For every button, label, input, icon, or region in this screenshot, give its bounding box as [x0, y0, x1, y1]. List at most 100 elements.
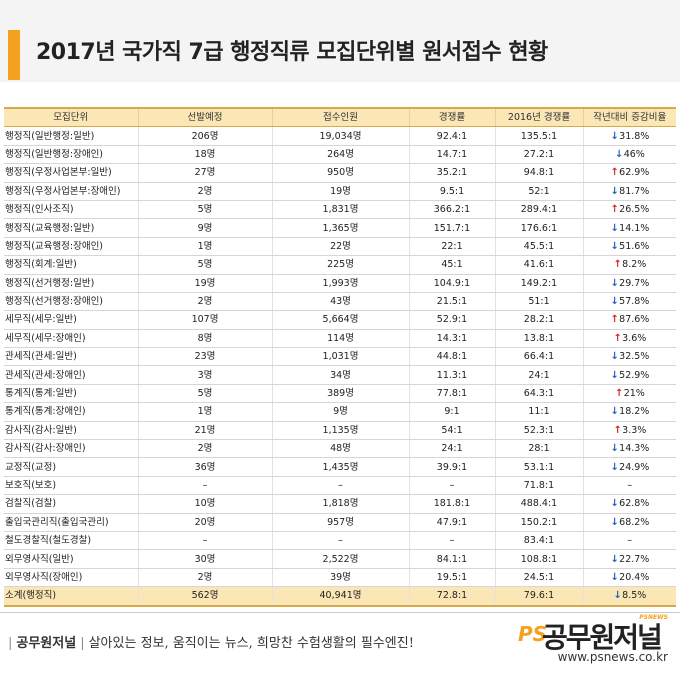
footer-slogan-line: | 공무원저널 | 살아있는 정보, 움직이는 뉴스, 희망찬 수험생활의 필수엔진! [8, 636, 414, 651]
cell-change: ↓57.8% [582, 292, 676, 312]
cell-ratio: 47.9:1 [408, 513, 495, 532]
change-value: 62.8% [619, 498, 650, 510]
cell-prev-ratio: 488.4:1 [494, 494, 583, 514]
cell-plan: 23명 [137, 347, 272, 367]
cell-applied: 1,818명 [271, 494, 409, 514]
cell-plan: 3명 [137, 365, 272, 385]
cell-prev-ratio: 24.5:1 [494, 568, 583, 588]
table-row: 행정직(우정사업본부:일반) 27명 950명 35.2:1 94.8:1 ↑62.9% [4, 163, 676, 183]
cell-ratio: – [408, 476, 495, 496]
cell-plan: 2명 [137, 182, 272, 201]
table-row: 세무직(세무:일반) 107명 5,664명 52.9:1 28.2:1 ↑87.6% [4, 310, 676, 330]
cell-change: ↓81.7% [582, 182, 676, 201]
change-value: 29.7% [619, 277, 650, 289]
change-value: 26.5% [619, 204, 650, 216]
logo-mark: PS [518, 622, 548, 646]
change-value: 8.2% [622, 259, 647, 271]
arrow-down-icon: ↓ [610, 461, 619, 473]
cell-prev-ratio: 53.1:1 [494, 457, 583, 477]
cell-applied: 1,993명 [271, 274, 409, 293]
cell-change: – [582, 476, 676, 496]
cell-unit: 행정직(회계:일반) [4, 255, 138, 275]
cell-plan: 5명 [137, 384, 272, 404]
cell-prev-ratio: 66.4:1 [494, 347, 583, 367]
cell-prev-ratio: 52:1 [494, 182, 583, 201]
cell-plan: 2명 [137, 568, 272, 588]
cell-change: ↓18.2% [582, 402, 676, 422]
table-row: 출입국관리직(출입국관리) 20명 957명 47.9:1 150.2:1 ↓68.2% [4, 513, 676, 532]
cell-prev-ratio: 149.2:1 [494, 274, 583, 293]
cell-unit: 통계직(통계:일반) [4, 384, 138, 404]
arrow-down-icon: ↓ [614, 148, 624, 160]
cell-plan: 10명 [137, 494, 272, 514]
cell-applied: 1,031명 [271, 347, 409, 367]
cell-plan: 36명 [137, 457, 272, 477]
cell-unit: 소계(행정직) [4, 586, 138, 607]
change-value: 24.9% [619, 461, 650, 473]
cell-ratio: – [408, 531, 495, 551]
title-bar: 2017년 국가직 7급 행정직류 모집단위별 원서접수 현황 [0, 0, 680, 82]
cell-applied: – [271, 531, 409, 551]
arrow-down-icon: ↓ [610, 240, 619, 252]
cell-plan: 20명 [137, 513, 272, 532]
change-value: – [627, 535, 633, 547]
change-value: 46% [623, 148, 645, 160]
table-row: 감사직(감사:일반) 21명 1,135명 54:1 52.3:1 ↑3.3% [4, 421, 676, 441]
arrow-down-icon: ↓ [610, 553, 619, 565]
cell-ratio: 19.5:1 [408, 568, 495, 588]
cell-prev-ratio: 28.2:1 [494, 310, 583, 330]
cell-applied: 40,941명 [271, 586, 409, 607]
change-value: 18.2% [619, 406, 650, 418]
arrow-down-icon: ↓ [610, 443, 619, 455]
cell-ratio: 104.9:1 [408, 274, 495, 293]
cell-unit: 철도경찰직(철도경찰) [4, 531, 138, 551]
change-value: 3.3% [622, 424, 647, 436]
cell-plan: 2명 [137, 292, 272, 312]
cell-prev-ratio: 64.3:1 [494, 384, 583, 404]
cell-applied: – [271, 476, 409, 496]
cell-prev-ratio: 150.2:1 [494, 513, 583, 532]
change-value: – [627, 480, 633, 491]
table-row: 관세직(관세:일반) 23명 1,031명 44.8:1 66.4:1 ↓32.5% [4, 347, 676, 367]
cell-plan: 21명 [137, 421, 272, 441]
cell-change: ↑26.5% [582, 200, 676, 220]
table-row: 교정직(교정) 36명 1,435명 39.9:1 53.1:1 ↓24.9% [4, 457, 676, 477]
cell-unit: 세무직(세무:장애인) [4, 329, 138, 349]
arrow-up-icon: ↑ [614, 388, 624, 400]
cell-change: ↓8.5% [582, 586, 676, 607]
cell-prev-ratio: 135.5:1 [494, 126, 583, 146]
table-row: 관세직(관세:장애인) 3명 34명 11.3:1 24:1 ↓52.9% [4, 365, 676, 385]
cell-unit: 출입국관리직(출입국관리) [4, 513, 138, 532]
cell-change: ↑87.6% [582, 310, 676, 330]
cell-applied: 2,522명 [271, 549, 409, 569]
cell-applied: 5,664명 [271, 310, 409, 330]
cell-ratio: 181.8:1 [408, 494, 495, 514]
arrow-down-icon: ↓ [610, 498, 619, 510]
cell-prev-ratio: 13.8:1 [494, 329, 583, 349]
table-row: 철도경찰직(철도경찰) – – –83.4:1– [4, 531, 676, 551]
cell-applied: 1,135명 [271, 421, 409, 441]
cell-unit: 행정직(우정사업본부:일반) [4, 163, 138, 183]
cell-unit: 행정직(선거행정:일반) [4, 274, 138, 293]
change-value: 62.9% [619, 167, 650, 179]
cell-plan: 8명 [137, 329, 272, 349]
change-value: 87.6% [619, 314, 650, 326]
cell-unit: 통계직(통계:장애인) [4, 402, 138, 422]
table-row: 행정직(선거행정:장애인) 2명 43명 21.5:1 51:1 ↓57.8% [4, 292, 676, 312]
cell-prev-ratio: 28:1 [494, 439, 583, 459]
cell-ratio: 24:1 [408, 439, 495, 459]
footer-divider [0, 612, 680, 613]
cell-plan: 1명 [137, 237, 272, 257]
cell-unit: 관세직(관세:일반) [4, 347, 138, 367]
logo-text: 공무원저널 [542, 621, 663, 654]
logo-sub: PSNEWS [639, 614, 668, 621]
cell-ratio: 9.5:1 [408, 182, 495, 201]
cell-change: ↑62.9% [582, 163, 676, 183]
header-unit: 모집단위 [4, 107, 138, 128]
arrow-up-icon: ↑ [613, 424, 622, 436]
cell-applied: 9명 [271, 402, 409, 422]
cell-unit: 행정직(선거행정:장애인) [4, 292, 138, 312]
cell-ratio: 45:1 [408, 255, 495, 275]
cell-ratio: 11.3:1 [408, 365, 495, 385]
cell-plan: 30명 [137, 549, 272, 569]
